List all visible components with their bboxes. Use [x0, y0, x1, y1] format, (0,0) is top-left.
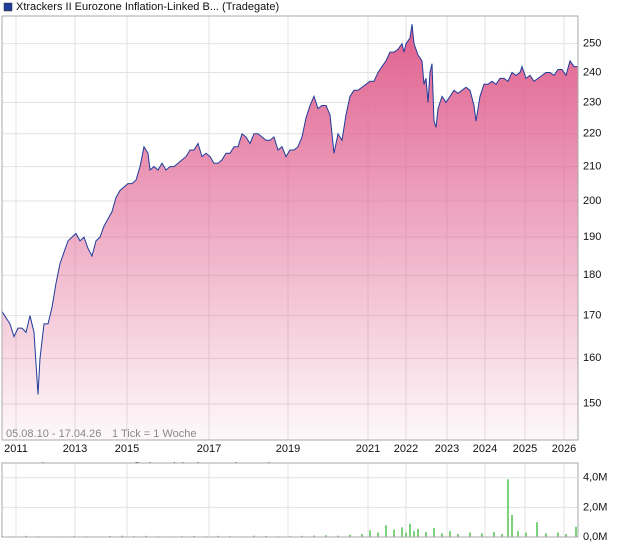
- volume-bar: [253, 535, 255, 537]
- plot-frame: [1, 462, 579, 538]
- volume-bar: [575, 526, 577, 537]
- legend-label: Xtrackers II Eurozone Inflation-Linked B…: [16, 1, 279, 13]
- volume-bar: [109, 535, 111, 537]
- volume-bar: [121, 535, 123, 537]
- annotation: 05.08.10 - 17.04.26: [6, 428, 101, 440]
- y-tick-label: 160: [583, 352, 601, 364]
- volume-bar: [536, 522, 538, 537]
- price-area: [2, 24, 578, 441]
- volume-bar: [501, 534, 503, 537]
- y-tick-label: 250: [583, 38, 601, 50]
- annotation: 1 Tick = 1 Woche: [112, 428, 196, 440]
- volume-bar: [517, 531, 519, 537]
- volume-bar: [361, 534, 363, 537]
- y-tick-label: 230: [583, 96, 601, 108]
- volume-bar: [457, 534, 459, 537]
- volume-bar: [481, 533, 483, 537]
- volume-bar: [217, 535, 219, 537]
- volume-bar: [145, 535, 147, 537]
- volume-bar: [193, 535, 195, 537]
- y-tick-label: 170: [583, 309, 601, 321]
- volume-bar: [525, 532, 527, 537]
- volume-bar: [545, 533, 547, 537]
- volume-bar: [511, 514, 513, 537]
- volume-bar: [425, 531, 427, 537]
- x-tick-label: 2013: [63, 443, 87, 455]
- x-tick-label: 2011: [4, 443, 28, 455]
- y-tick-label: 240: [583, 66, 601, 78]
- volume-bar: [565, 534, 567, 537]
- volume-bar: [385, 525, 387, 537]
- y-tick-label: 150: [583, 398, 601, 410]
- y-tick-label: 210: [583, 160, 601, 172]
- plot-border: [1, 15, 579, 441]
- y-tick-label: 0,0M: [583, 531, 607, 543]
- y-tick-label: 2,0M: [583, 501, 607, 513]
- y-tick-label: 190: [583, 231, 601, 243]
- y-tick-label: 180: [583, 269, 601, 281]
- volume-bar: [325, 535, 327, 537]
- volume-bar: [507, 479, 509, 537]
- volume-bar: [441, 533, 443, 537]
- x-tick-label: 2024: [473, 443, 497, 455]
- volume-bar: [413, 531, 415, 537]
- volume-bar: [449, 531, 451, 537]
- volume-bar: [25, 535, 27, 537]
- x-tick-label: 2025: [513, 443, 537, 455]
- volume-bar: [349, 534, 351, 537]
- x-tick-label: 2023: [435, 443, 459, 455]
- price-line: [1, 24, 578, 395]
- volume-bar: [393, 529, 395, 537]
- volume-bar: [469, 532, 471, 537]
- volume-bar: [405, 532, 407, 537]
- volume-bar: [417, 528, 419, 537]
- volume-bar: [265, 535, 267, 537]
- y-tick-label: 200: [583, 195, 601, 207]
- volume-bar: [369, 530, 371, 537]
- y-tick-label: 4,0M: [583, 472, 607, 484]
- volume-bar: [377, 532, 379, 537]
- legend-swatch: [3, 2, 13, 12]
- x-tick-label: 2021: [356, 443, 380, 455]
- plot-border: [1, 462, 579, 538]
- volume-bar: [433, 528, 435, 537]
- x-tick-label: 2022: [394, 443, 418, 455]
- volume-bar: [401, 527, 403, 537]
- volume-bar: [337, 535, 339, 537]
- x-tick-label: 2017: [197, 443, 221, 455]
- volume-bar: [313, 535, 315, 537]
- x-tick-label: 2026: [552, 443, 576, 455]
- volume-bar: [409, 523, 411, 537]
- x-tick-label: 2015: [115, 443, 139, 455]
- y-tick-label: 220: [583, 128, 601, 140]
- volume-bar: [493, 531, 495, 537]
- volume-bar: [557, 532, 559, 537]
- x-tick-label: 2019: [276, 443, 300, 455]
- volume-bar: [301, 535, 303, 537]
